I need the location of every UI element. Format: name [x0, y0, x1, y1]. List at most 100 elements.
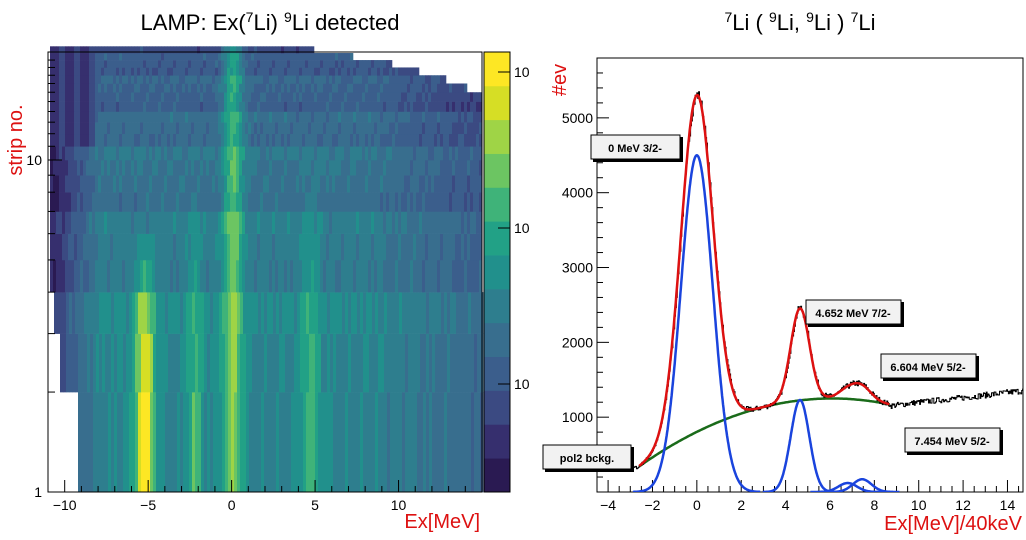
heatmap-cell [59, 101, 63, 112]
heatmap-cell [282, 392, 286, 493]
heatmap-cell [119, 211, 123, 234]
heatmap-cell [287, 175, 291, 193]
peak-fit-line [762, 398, 838, 492]
heatmap-cell [185, 192, 189, 212]
heatmap-cell [116, 133, 120, 147]
heatmap-cell [332, 67, 336, 76]
heatmap-cell [158, 111, 162, 123]
heatmap-cell [260, 101, 264, 112]
heatmap-cell [431, 175, 435, 193]
heatmap-cell [138, 392, 142, 493]
heatmap-cell [368, 75, 372, 84]
heatmap-cell [68, 160, 72, 176]
heatmap-cell [293, 46, 297, 54]
heatmap-cell [302, 233, 306, 261]
heatmap-cell [113, 75, 117, 84]
heatmap-cell [74, 67, 78, 76]
heatmap-cell [90, 333, 94, 393]
heatmap-cell [173, 146, 177, 161]
heatmap-cell [290, 146, 294, 161]
heatmap-cell [398, 175, 402, 193]
heatmap-cell [258, 292, 262, 334]
heatmap-cell [110, 67, 114, 76]
heatmap-cell [353, 83, 357, 93]
heatmap-cell [281, 60, 285, 68]
heatmap-cell [296, 233, 300, 261]
heatmap-cell [257, 53, 261, 61]
heatmap-cell [221, 175, 225, 193]
heatmap-cell [245, 67, 249, 76]
heatmap-cell [215, 133, 219, 147]
heatmap-cell [293, 111, 297, 123]
heatmap-cell [290, 83, 294, 93]
heatmap-cell [209, 83, 213, 93]
heatmap-cell [215, 67, 219, 76]
heatmap-cell [356, 175, 360, 193]
heatmap-cell [156, 333, 160, 393]
colorbar-segment [484, 390, 510, 425]
heatmap-cell [393, 292, 397, 334]
heatmap-cell [125, 67, 129, 76]
heatmap-cell [143, 192, 147, 212]
heatmap-cell [356, 259, 360, 293]
heatmap-cell [326, 160, 330, 176]
heatmap-cell [392, 146, 396, 161]
heatmap-cell [243, 292, 247, 334]
heatmap-cell [341, 53, 345, 61]
heatmap-cell [251, 53, 255, 61]
heatmap-cell [332, 111, 336, 123]
heatmap-cell [389, 133, 393, 147]
heatmap-cell [248, 83, 252, 93]
heatmap-cell [170, 46, 174, 54]
heatmap-cell [65, 175, 69, 193]
heatmap-cell [377, 133, 381, 147]
heatmap-cell [299, 60, 303, 68]
heatmap-cell [119, 67, 123, 76]
heatmap-cell [377, 146, 381, 161]
heatmap-cell [266, 101, 270, 112]
heatmap-cell [180, 392, 184, 493]
heatmap-cell [225, 392, 229, 493]
heatmap-cell [281, 160, 285, 176]
heatmap-cell [419, 192, 423, 212]
heatmap-cell [84, 333, 88, 393]
heatmap-cell [242, 46, 246, 54]
heatmap-cell [227, 160, 231, 176]
heatmap-cell [155, 211, 159, 234]
heatmap-cell [62, 67, 66, 76]
heatmap-cell [152, 211, 156, 234]
heatmap-cell [443, 92, 447, 102]
heatmap-cell [470, 175, 474, 193]
heatmap-cell [356, 111, 360, 123]
heatmap-cell [83, 175, 87, 193]
heatmap-cell [447, 333, 451, 393]
heatmap-cell [222, 392, 226, 493]
heatmap-cell [200, 92, 204, 102]
heatmap-cell [338, 92, 342, 102]
heatmap-cell [209, 46, 213, 54]
heatmap-cell [170, 133, 174, 147]
heatmap-cell [312, 392, 316, 493]
heatmap-cell [63, 292, 67, 334]
heatmap-cell [381, 292, 385, 334]
heatmap-cell [407, 259, 411, 293]
heatmap-cell [479, 101, 483, 112]
label-bckg-text: pol2 bckg. [560, 453, 614, 465]
colorbar-segment [484, 119, 510, 154]
heatmap-cell [410, 211, 414, 234]
heatmap-cell [305, 75, 309, 84]
heatmap-cell [390, 333, 394, 393]
heatmap-cell [345, 292, 349, 334]
heatmap-cell [218, 233, 222, 261]
heatmap-cell [230, 46, 234, 54]
heatmap-cell [128, 60, 132, 68]
heatmap-cell [149, 146, 153, 161]
heatmap-cell [212, 133, 216, 147]
heatmap-cell [56, 46, 60, 54]
heatmap-cell [227, 111, 231, 123]
heatmap-cell [101, 146, 105, 161]
heatmap-cell [404, 92, 408, 102]
spectrum-ylabel: #ev [549, 64, 571, 96]
heatmap-cell [119, 122, 123, 135]
heatmap-cell [335, 83, 339, 93]
